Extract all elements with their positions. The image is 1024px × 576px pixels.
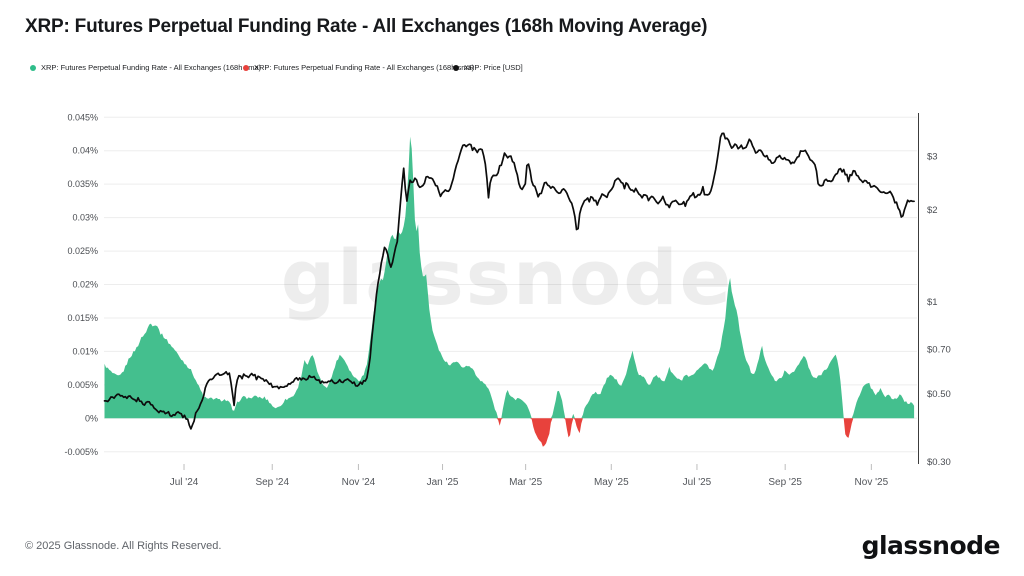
x-axis-tick-label: May '25 bbox=[594, 477, 629, 488]
x-axis-tick-label: Jul '24 bbox=[170, 477, 199, 488]
y-axis-left-tick-label: 0.035% bbox=[67, 179, 98, 189]
y-axis-left-tick-label: 0.02% bbox=[72, 280, 98, 290]
x-axis-tick-label: Sep '25 bbox=[768, 477, 802, 488]
y-axis-left-tick-label: 0.04% bbox=[72, 146, 98, 156]
x-axis-tick-label: Sep '24 bbox=[255, 477, 289, 488]
price-line bbox=[103, 132, 915, 430]
y-axis-right-tick-label: $0.50 bbox=[927, 389, 951, 400]
y-axis-left-tick-label: 0.045% bbox=[67, 112, 98, 122]
y-axis-right-tick-label: $0.70 bbox=[927, 344, 951, 355]
y-axis-left-tick-label: 0.005% bbox=[67, 380, 98, 390]
y-axis-left-tick-label: -0.005% bbox=[64, 447, 98, 457]
legend-dot-green-icon bbox=[30, 64, 36, 71]
copyright-text: © 2025 Glassnode. All Rights Reserved. bbox=[25, 540, 222, 552]
y-axis-right-tick-label: $0.30 bbox=[927, 457, 951, 468]
watermark: glassnode bbox=[281, 233, 733, 322]
x-axis-tick-label: Jul '25 bbox=[683, 477, 712, 488]
x-axis-tick-label: Mar '25 bbox=[509, 477, 542, 488]
funding-area-positive bbox=[104, 136, 915, 419]
funding-area-negative bbox=[104, 418, 915, 447]
x-axis-tick-label: Nov '25 bbox=[855, 477, 889, 488]
legend-label: XRP: Price [USD] bbox=[464, 63, 523, 72]
legend-dot-black-icon bbox=[453, 64, 459, 71]
glassnode-logo: glassnode bbox=[861, 531, 1001, 560]
legend-item-price[interactable]: XRP: Price [USD] bbox=[453, 63, 523, 72]
y-axis-right-tick-label: $1 bbox=[927, 297, 938, 308]
chart-title: XRP: Futures Perpetual Funding Rate - Al… bbox=[25, 16, 708, 37]
legend-item-funding-negative[interactable]: XRP: Futures Perpetual Funding Rate - Al… bbox=[243, 63, 474, 72]
y-axis-right-tick-label: $3 bbox=[927, 151, 938, 162]
y-axis-left-tick-label: 0.015% bbox=[67, 313, 98, 323]
legend-dot-red-icon bbox=[243, 64, 249, 71]
x-axis-tick-label: Jan '25 bbox=[427, 477, 459, 488]
y-axis-left-tick-label: 0% bbox=[85, 413, 98, 423]
legend-label: XRP: Futures Perpetual Funding Rate - Al… bbox=[254, 63, 475, 72]
legend-item-funding-positive[interactable]: XRP: Futures Perpetual Funding Rate - Al… bbox=[30, 63, 261, 72]
y-axis-left-tick-label: 0.025% bbox=[67, 246, 98, 256]
y-axis-left-tick-label: 0.01% bbox=[72, 346, 98, 356]
x-axis-tick-label: Nov '24 bbox=[342, 477, 376, 488]
y-axis-left-tick-label: 0.03% bbox=[72, 213, 98, 223]
legend: XRP: Futures Perpetual Funding Rate - Al… bbox=[0, 63, 1024, 77]
legend-label: XRP: Futures Perpetual Funding Rate - Al… bbox=[41, 63, 262, 72]
y-axis-right-tick-label: $2 bbox=[927, 205, 938, 216]
